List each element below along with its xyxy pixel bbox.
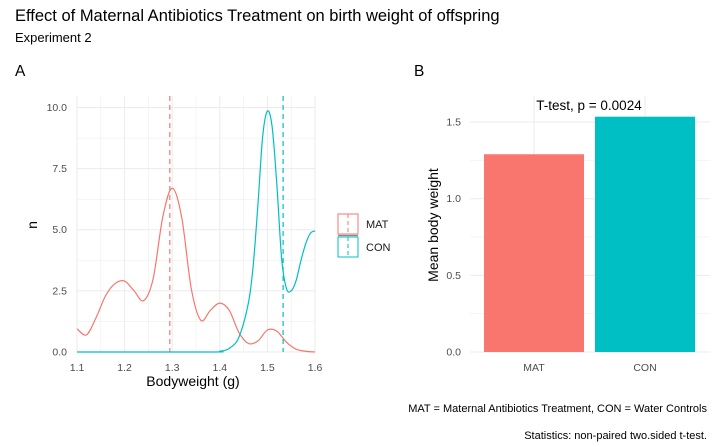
x-tick-label: 1.3 <box>165 362 180 374</box>
panel-a-gridlines <box>76 96 316 353</box>
x-tick-label: CON <box>633 362 656 374</box>
x-tick-label: 1.2 <box>117 362 132 374</box>
y-tick-label: 7.5 <box>52 163 67 175</box>
panel-b-y-axis-label: Mean body weight <box>425 168 441 282</box>
caption-statistics: Statistics: non-paired two.sided t-test. <box>524 430 707 442</box>
x-tick-label: 1.6 <box>308 362 323 374</box>
bar-mat <box>484 154 584 352</box>
panel-b-x-ticks: MAT CON <box>523 362 656 374</box>
panel-b-bars <box>484 116 695 352</box>
panel-b-y-ticks: 0.0 0.5 1.0 1.5 <box>446 117 461 359</box>
caption-abbreviations: MAT = Maternal Antibiotics Treatment, CO… <box>408 403 707 415</box>
legend-key-mat <box>337 213 359 235</box>
y-tick-label: 1.0 <box>446 193 461 205</box>
y-tick-label: 10.0 <box>47 102 68 114</box>
y-tick-label: 2.5 <box>52 285 67 297</box>
density-line-con <box>76 110 316 353</box>
legend-label-con: CON <box>366 242 391 254</box>
x-tick-label: 1.1 <box>70 362 85 374</box>
x-tick-label: 1.5 <box>260 362 275 374</box>
figure-title: Effect of Maternal Antibiotics Treatment… <box>15 7 500 25</box>
panel-a-x-axis-label: Bodyweight (g) <box>146 373 239 389</box>
y-tick-label: 0.5 <box>446 270 461 282</box>
y-tick-label: 1.5 <box>446 117 461 129</box>
panel-a-y-ticks: 0.0 2.5 5.0 7.5 10.0 <box>47 102 68 359</box>
panel-b-tag: B <box>414 63 424 80</box>
panel-a: A 1.1 1.2 1.3 1.4 1.5 1.6 0.0 2.5 5.0 7.5 10.0 Bo… <box>15 63 391 389</box>
y-tick-label: 0.0 <box>52 347 67 359</box>
panel-a-x-ticks: 1.1 1.2 1.3 1.4 1.5 1.6 <box>70 362 323 374</box>
panel-a-density-lines <box>76 96 316 353</box>
density-line-mat <box>76 187 316 353</box>
t-test-annotation: T-test, p = 0.0024 <box>536 98 642 113</box>
figure-subtitle: Experiment 2 <box>15 30 92 45</box>
x-tick-label: 1.4 <box>212 362 227 374</box>
panel-a-tag: A <box>15 63 26 80</box>
y-tick-label: 5.0 <box>52 224 67 236</box>
legend-key-con <box>337 236 359 258</box>
y-tick-label: 0.0 <box>446 347 461 359</box>
panel-a-y-axis-label: n <box>24 221 40 229</box>
x-tick-label: MAT <box>523 362 545 374</box>
panel-b: B 0.0 0.5 1.0 1.5 MAT CON T-test, p = 0.0024… <box>414 63 710 374</box>
bar-con <box>595 116 695 352</box>
legend: MAT CON <box>337 213 391 258</box>
legend-label-mat: MAT <box>366 219 389 231</box>
